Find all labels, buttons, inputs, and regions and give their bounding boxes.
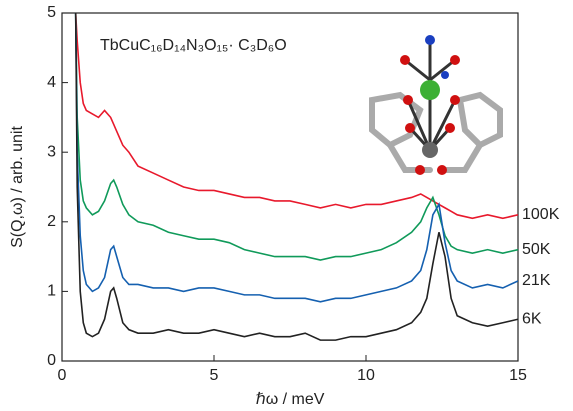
x-tick-label: 10 bbox=[357, 367, 375, 384]
legend-label: 100K bbox=[522, 206, 560, 223]
y-tick-label: 5 bbox=[47, 4, 56, 21]
chart: TbCuC₁₆D₁₄N₃O₁₅· C₃D₆O ℏω / meV S(Q,ω) /… bbox=[0, 0, 573, 411]
y-tick-label: 4 bbox=[47, 74, 56, 91]
legend-label: 6K bbox=[522, 310, 542, 327]
x-tick-label: 15 bbox=[509, 367, 527, 384]
y-tick-label: 0 bbox=[47, 352, 56, 369]
legend-label: 21K bbox=[522, 272, 551, 289]
y-tick-label: 2 bbox=[47, 213, 56, 230]
y-tick-label: 1 bbox=[47, 283, 56, 300]
legend-label: 50K bbox=[522, 241, 551, 258]
molecule-illustration bbox=[372, 35, 500, 175]
chart-title: TbCuC₁₆D₁₄N₃O₁₅· C₃D₆O bbox=[100, 37, 287, 54]
x-axis-title: ℏω / meV bbox=[256, 391, 325, 408]
x-tick-label: 0 bbox=[58, 367, 67, 384]
y-tick-label: 3 bbox=[47, 143, 56, 160]
x-tick-label: 5 bbox=[210, 367, 219, 384]
y-axis-title: S(Q,ω) / arb. unit bbox=[9, 126, 26, 248]
